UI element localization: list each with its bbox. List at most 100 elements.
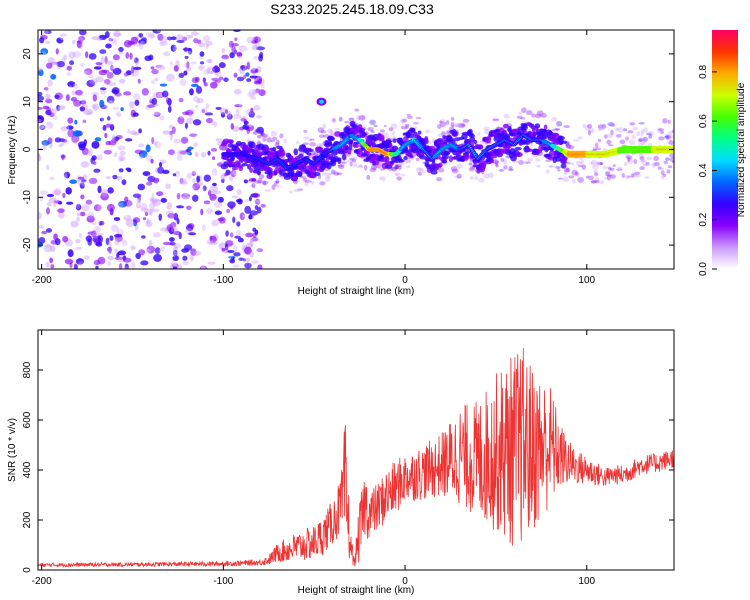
spectrogram-noise-cell xyxy=(112,106,120,110)
spectrogram-noise-cell xyxy=(132,81,140,87)
spectrogram-scatter-cell xyxy=(483,173,490,179)
spectrogram-noise-cell xyxy=(177,50,181,55)
spectrogram-noise-cell xyxy=(117,250,126,256)
spectrogram-band-cell xyxy=(419,155,427,160)
spectrogram-noise-cell xyxy=(215,190,222,195)
spectrogram-scatter-cell xyxy=(624,153,630,159)
spectrogram-noise-cell xyxy=(130,36,139,45)
spectrogram-scatter-cell xyxy=(648,131,655,136)
spectrogram-noise-cell xyxy=(179,97,184,103)
spectrogram-noise-cell xyxy=(152,177,160,184)
spectrogram-band-cell xyxy=(327,136,336,141)
spectrogram-noise-cell xyxy=(145,153,151,161)
spectrogram-noise-cell xyxy=(250,68,258,74)
spectrogram-noise-cell xyxy=(65,187,72,195)
spectrogram-noise-cell xyxy=(232,264,240,268)
spectrogram-noise-cell xyxy=(103,78,111,85)
spectrogram-band-cell xyxy=(438,162,443,168)
spectrogram-noise-cell xyxy=(140,260,149,266)
spectrogram-scatter-cell xyxy=(601,123,607,129)
spectrogram-noise-cell xyxy=(106,71,114,79)
spectrogram-noise-cell xyxy=(105,140,112,146)
spectrogram-noise-cell xyxy=(202,77,206,84)
spectrogram-noise-cell xyxy=(195,260,202,265)
spectrogram-scatter-cell xyxy=(668,140,674,146)
spectrogram-noise-cell xyxy=(58,265,64,269)
spectrogram-scatter-cell xyxy=(634,171,640,176)
spectrogram-noise-cell xyxy=(166,36,173,41)
spectrogram-scatter-cell xyxy=(254,180,262,184)
spectrogram-scatter-cell xyxy=(623,128,628,132)
spectrogram-scatter-cell xyxy=(330,169,336,175)
spectrogram-noise-cell xyxy=(40,48,49,55)
spectrogram-noise-cell xyxy=(249,237,254,244)
spectrogram-band-cell xyxy=(398,159,405,163)
spectrogram-scatter-cell xyxy=(656,127,662,134)
spectrogram-scatter-cell xyxy=(625,136,629,141)
spectrogram-scatter-cell xyxy=(349,161,353,167)
spectrogram-x-axis: -200 -100 0 100 xyxy=(32,30,596,286)
spectrogram-noise-cell xyxy=(250,66,257,71)
spectrogram-scatter-cell xyxy=(670,141,674,147)
spectrogram-noise-cell xyxy=(181,199,186,207)
snr-x-tick-label: 100 xyxy=(578,576,595,587)
spectrogram-scatter-cell xyxy=(267,136,272,143)
spectrogram-scatter-cell xyxy=(450,166,458,172)
spectrogram-noise-cell xyxy=(38,200,48,207)
spectrogram-noise-cell xyxy=(100,87,107,91)
spectrogram-noise-cell xyxy=(49,245,56,253)
spectrogram-noise-cell xyxy=(198,65,205,71)
spectrogram-scatter-cell xyxy=(479,140,485,146)
snr-panel: -200 -100 0 100 0 200 400 600 800 Height of str… xyxy=(7,329,675,596)
spectrogram-noise-cell xyxy=(179,150,189,155)
spectrogram-scatter-cell xyxy=(665,134,670,140)
spectrogram-noise-cell xyxy=(256,244,266,249)
spectrogram-noise-cell xyxy=(97,185,102,194)
spectrogram-noise-cell xyxy=(91,35,101,41)
spectrogram-noise-cell xyxy=(236,221,241,227)
spectrogram-scatter-cell xyxy=(308,138,312,142)
spectrogram-noise-cell xyxy=(75,89,83,96)
spectrogram-noise-cell xyxy=(138,128,142,134)
spectrogram-scatter-cell xyxy=(289,190,293,194)
spectrogram-noise-cell xyxy=(76,216,80,222)
spectrogram-noise-cell xyxy=(230,169,237,178)
spectrogram-scatter-cell xyxy=(557,169,561,172)
spectrogram-noise-cell xyxy=(215,106,222,111)
spectrogram-noise-cell xyxy=(137,196,141,203)
spectrogram-noise-cell xyxy=(200,183,204,191)
spectrogram-noise-cell xyxy=(173,243,181,249)
spectrogram-noise-cell xyxy=(166,202,172,210)
spectrogram-noise-cell xyxy=(69,179,78,184)
spectrogram-scatter-cell xyxy=(617,166,622,169)
spectrogram-scatter-cell xyxy=(577,176,585,183)
spectrogram-noise-cell xyxy=(237,198,243,205)
spectrogram-noise-cell xyxy=(123,242,129,249)
spectrogram-scatter-cell xyxy=(660,175,665,180)
spectrogram-scatter-cell xyxy=(398,165,402,170)
spectrogram-noise-cell xyxy=(106,95,115,104)
spectrogram-noise-cell xyxy=(255,245,262,252)
spectrogram-noise-cell xyxy=(64,258,74,265)
spectrogram-scatter-cell xyxy=(628,129,634,134)
spectrogram-noise-cell xyxy=(67,81,76,88)
spectrogram-noise-cell xyxy=(67,249,74,258)
spectrogram-noise-cell xyxy=(93,168,101,173)
spectrogram-noise-cell xyxy=(221,222,225,229)
spectrogram-scatter-cell xyxy=(562,176,569,182)
spectrogram-scatter-cell xyxy=(531,113,536,118)
spectrogram-band-cell xyxy=(548,130,553,136)
spectrogram-scatter-cell xyxy=(275,180,280,184)
spectrogram-noise-cell xyxy=(108,38,114,42)
spectrogram-scatter-cell xyxy=(626,175,632,178)
spectrogram-noise-cell xyxy=(50,108,57,115)
spectrogram-noise-cell xyxy=(194,151,199,158)
spectrogram-noise-cell xyxy=(256,114,263,119)
spectrogram-y-axis-label: Frequency (Hz) xyxy=(7,116,18,185)
spectrogram-noise-cell xyxy=(113,32,123,37)
spectrogram-noise-cell xyxy=(225,230,229,237)
spectrogram-noise-cell xyxy=(46,62,53,69)
spectrogram-noise-cell xyxy=(101,69,110,74)
spectrogram-noise-cell xyxy=(191,31,199,36)
spectrogram-noise-cell xyxy=(236,98,241,103)
